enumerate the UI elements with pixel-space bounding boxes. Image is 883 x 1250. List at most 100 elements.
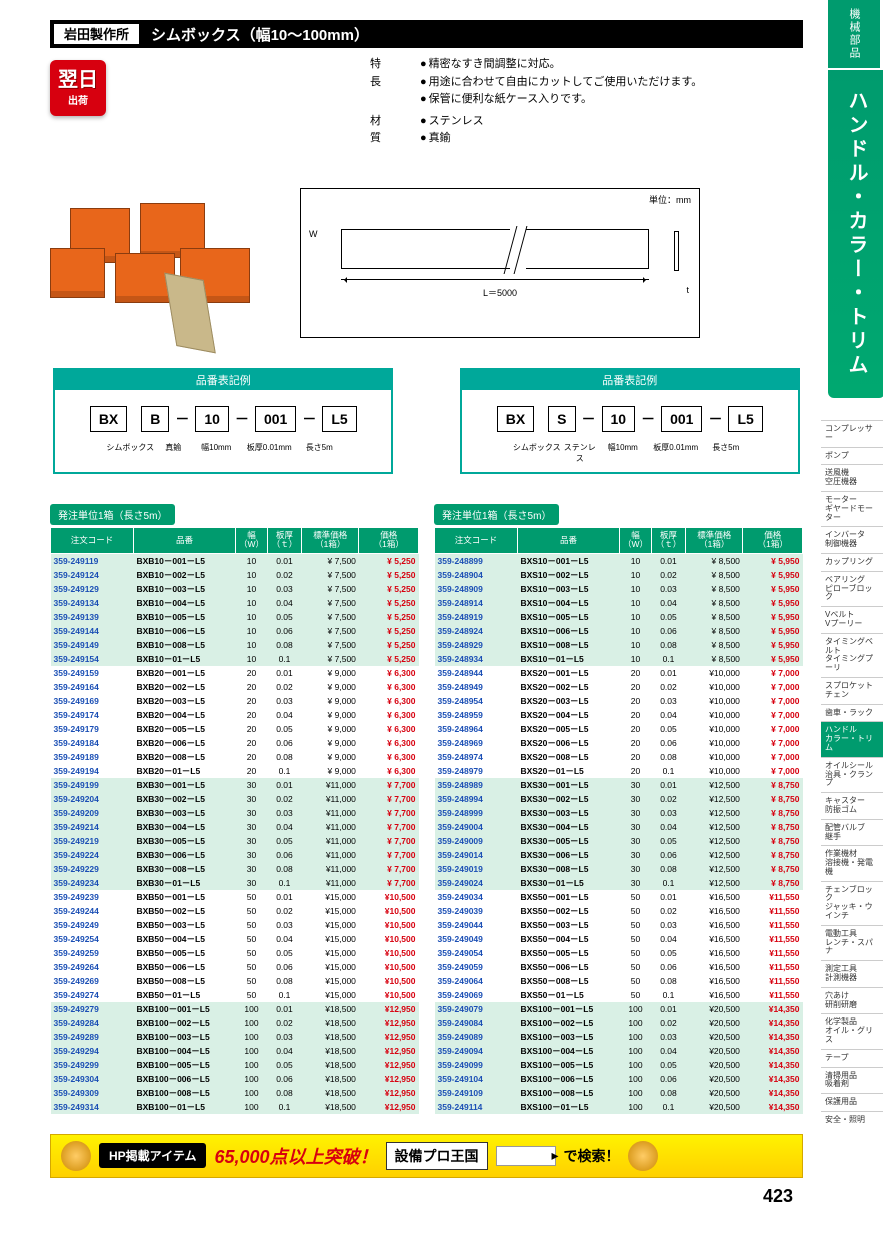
table-row: 359-248954BXS20－003－L5200.03¥10,000¥ 7,0… xyxy=(435,694,803,708)
price-table-brass: 発注単位1箱（長さ5m） 注文コード品番幅（W）板厚（ｔ）標準価格（1箱）価格（… xyxy=(50,504,419,1114)
table-row: 359-249174BXB20－004－L5200.04¥ 9,000¥ 6,3… xyxy=(51,708,419,722)
next-day-ship-badge: 翌日 出荷 xyxy=(50,60,106,116)
table-row: 359-249039BXS50－002－L5500.02¥16,500¥11,5… xyxy=(435,904,803,918)
table-row: 359-249314BXB100－01－L51000.1¥18,500¥12,9… xyxy=(51,1100,419,1114)
table-row: 359-249014BXS30－006－L5300.06¥12,500¥ 8,7… xyxy=(435,848,803,862)
material-label: 材 質 xyxy=(370,113,420,148)
table-row: 359-249009BXS30－005－L5300.05¥12,500¥ 8,7… xyxy=(435,834,803,848)
footer-count: 65,000点以上突破！ xyxy=(214,1143,377,1169)
dimension-diagram: 単位：mm W t L＝5000 xyxy=(300,188,700,338)
footer-banner: HP掲載アイテム 65,000点以上突破！ 設備プロ王国 で検索！ xyxy=(50,1134,803,1178)
table-row: 359-249279BXB100－001－L51000.01¥18,500¥12… xyxy=(51,1002,419,1016)
table-row: 359-249209BXB30－003－L5300.03¥11,000¥ 7,7… xyxy=(51,806,419,820)
table-row: 359-249024BXS30－01－L5300.1¥12,500¥ 8,750 xyxy=(435,876,803,890)
table-row: 359-249184BXB20－006－L5200.06¥ 9,000¥ 6,3… xyxy=(51,736,419,750)
table-row: 359-248949BXS20－002－L5200.02¥10,000¥ 7,0… xyxy=(435,680,803,694)
table-row: 359-249164BXB20－002－L5200.02¥ 9,000¥ 6,3… xyxy=(51,680,419,694)
table-row: 359-249169BXB20－003－L5200.03¥ 9,000¥ 6,3… xyxy=(51,694,419,708)
table-row: 359-248994BXS30－002－L5300.02¥12,500¥ 8,7… xyxy=(435,792,803,806)
table-row: 359-249239BXB50－001－L5500.01¥15,000¥10,5… xyxy=(51,890,419,904)
table-row: 359-248964BXS20－005－L5200.05¥10,000¥ 7,0… xyxy=(435,722,803,736)
mascot-icon xyxy=(61,1141,91,1171)
table-row: 359-249224BXB30－006－L5300.06¥11,000¥ 7,7… xyxy=(51,848,419,862)
table-row: 359-248919BXS10－005－L5100.05¥ 8,500¥ 5,9… xyxy=(435,610,803,624)
table-row: 359-249084BXS100－002－L51000.02¥20,500¥14… xyxy=(435,1016,803,1030)
page-number: 423 xyxy=(50,1186,803,1207)
table-row: 359-249299BXB100－005－L51000.05¥18,500¥12… xyxy=(51,1058,419,1072)
table-row: 359-249129BXB10－003－L5100.03¥ 7,500¥ 5,2… xyxy=(51,582,419,596)
table-row: 359-249134BXB10－004－L5100.04¥ 7,500¥ 5,2… xyxy=(51,596,419,610)
table-row: 359-249104BXS100－006－L51000.06¥20,500¥14… xyxy=(435,1072,803,1086)
product-title: シムボックス（幅10～100mm） xyxy=(143,24,369,45)
table-row: 359-248999BXS30－003－L5300.03¥12,500¥ 8,7… xyxy=(435,806,803,820)
footer-hp-label: HP掲載アイテム xyxy=(99,1143,206,1168)
table-row: 359-249109BXS100－008－L51000.08¥20,500¥14… xyxy=(435,1086,803,1100)
table-row: 359-249194BXB20－01－L5200.1¥ 9,000¥ 6,300 xyxy=(51,764,419,778)
table-row: 359-249304BXB100－006－L51000.06¥18,500¥12… xyxy=(51,1072,419,1086)
table-row: 359-249019BXS30－008－L5300.08¥12,500¥ 8,7… xyxy=(435,862,803,876)
table-row: 359-249139BXB10－005－L5100.05¥ 7,500¥ 5,2… xyxy=(51,610,419,624)
table-row: 359-248914BXS10－004－L5100.04¥ 8,500¥ 5,9… xyxy=(435,596,803,610)
table-row: 359-249089BXS100－003－L51000.03¥20,500¥14… xyxy=(435,1030,803,1044)
table-row: 359-249244BXB50－002－L5500.02¥15,000¥10,5… xyxy=(51,904,419,918)
table-row: 359-249249BXB50－003－L5500.03¥15,000¥10,5… xyxy=(51,918,419,932)
brand-label: 岩田製作所 xyxy=(53,23,140,45)
table-row: 359-249289BXB100－003－L51000.03¥18,500¥12… xyxy=(51,1030,419,1044)
table-row: 359-249114BXS100－01－L51000.1¥20,500¥14,3… xyxy=(435,1100,803,1114)
table-row: 359-249219BXB30－005－L5300.05¥11,000¥ 7,7… xyxy=(51,834,419,848)
table-row: 359-249234BXB30－01－L5300.1¥11,000¥ 7,700 xyxy=(51,876,419,890)
table-row: 359-249059BXS50－006－L5500.06¥16,500¥11,5… xyxy=(435,960,803,974)
table-row: 359-248899BXS10－001－L5100.01¥ 8,500¥ 5,9… xyxy=(435,553,803,568)
table-row: 359-249229BXB30－008－L5300.08¥11,000¥ 7,7… xyxy=(51,862,419,876)
table-row: 359-249259BXB50－005－L5500.05¥15,000¥10,5… xyxy=(51,946,419,960)
table-row: 359-249264BXB50－006－L5500.06¥15,000¥10,5… xyxy=(51,960,419,974)
table-row: 359-249034BXS50－001－L5500.01¥16,500¥11,5… xyxy=(435,890,803,904)
footer-site: 設備プロ王国 xyxy=(386,1142,488,1170)
table-row: 359-249189BXB20－008－L5200.08¥ 9,000¥ 6,3… xyxy=(51,750,419,764)
table-row: 359-249079BXS100－001－L51000.01¥20,500¥14… xyxy=(435,1002,803,1016)
part-notation-stainless: 品番表記例 BXS－10－001－L5 シムボックスステンレス幅10mm板厚0.… xyxy=(460,368,800,474)
table-row: 359-248944BXS20－001－L5200.01¥10,000¥ 7,0… xyxy=(435,666,803,680)
mascot-icon xyxy=(628,1141,658,1171)
table-row: 359-249294BXB100－004－L51000.04¥18,500¥12… xyxy=(51,1044,419,1058)
table-row: 359-248989BXS30－001－L5300.01¥12,500¥ 8,7… xyxy=(435,778,803,792)
product-image xyxy=(50,178,280,348)
table-row: 359-249284BXB100－002－L51000.02¥18,500¥12… xyxy=(51,1016,419,1030)
table-row: 359-248904BXS10－002－L5100.02¥ 8,500¥ 5,9… xyxy=(435,568,803,582)
table-row: 359-249044BXS50－003－L5500.03¥16,500¥11,5… xyxy=(435,918,803,932)
table-row: 359-248974BXS20－008－L5200.08¥10,000¥ 7,0… xyxy=(435,750,803,764)
table-row: 359-249309BXB100－008－L51000.08¥18,500¥12… xyxy=(51,1086,419,1100)
table-row: 359-249274BXB50－01－L5500.1¥15,000¥10,500 xyxy=(51,988,419,1002)
footer-search-label: で検索！ xyxy=(564,1146,620,1166)
title-bar: 岩田製作所 シムボックス（幅10～100mm） xyxy=(50,20,803,48)
price-table-stainless: 発注単位1箱（長さ5m） 注文コード品番幅（W）板厚（ｔ）標準価格（1箱）価格（… xyxy=(434,504,803,1114)
table-row: 359-249124BXB10－002－L5100.02¥ 7,500¥ 5,2… xyxy=(51,568,419,582)
table-row: 359-248909BXS10－003－L5100.03¥ 8,500¥ 5,9… xyxy=(435,582,803,596)
table-row: 359-249094BXS100－004－L51000.04¥20,500¥14… xyxy=(435,1044,803,1058)
search-box-icon xyxy=(496,1146,556,1166)
table-row: 359-249069BXS50－01－L5500.1¥16,500¥11,550 xyxy=(435,988,803,1002)
table-row: 359-249159BXB20－001－L5200.01¥ 9,000¥ 6,3… xyxy=(51,666,419,680)
table-row: 359-249149BXB10－008－L5100.08¥ 7,500¥ 5,2… xyxy=(51,638,419,652)
part-notation-brass: 品番表記例 BXB－10－001－L5 シムボックス真鍮幅10mm板厚0.01m… xyxy=(53,368,393,474)
table-row: 359-249144BXB10－006－L5100.06¥ 7,500¥ 5,2… xyxy=(51,624,419,638)
table-row: 359-248959BXS20－004－L5200.04¥10,000¥ 7,0… xyxy=(435,708,803,722)
table-row: 359-248929BXS10－008－L5100.08¥ 8,500¥ 5,9… xyxy=(435,638,803,652)
features-label: 特 長 xyxy=(370,56,420,109)
table-row: 359-248969BXS20－006－L5200.06¥10,000¥ 7,0… xyxy=(435,736,803,750)
table-row: 359-249049BXS50－004－L5500.04¥16,500¥11,5… xyxy=(435,932,803,946)
table-row: 359-249154BXB10－01－L5100.1¥ 7,500¥ 5,250 xyxy=(51,652,419,666)
table-row: 359-249214BXB30－004－L5300.04¥11,000¥ 7,7… xyxy=(51,820,419,834)
spec-block: 特 長 精密なすき間調整に対応。用途に合わせて自由にカットしてご使用いただけます… xyxy=(370,56,803,148)
table-row: 359-249004BXS30－004－L5300.04¥12,500¥ 8,7… xyxy=(435,820,803,834)
table-row: 359-249199BXB30－001－L5300.01¥11,000¥ 7,7… xyxy=(51,778,419,792)
table-row: 359-248924BXS10－006－L5100.06¥ 8,500¥ 5,9… xyxy=(435,624,803,638)
table-row: 359-249099BXS100－005－L51000.05¥20,500¥14… xyxy=(435,1058,803,1072)
table-row: 359-248979BXS20－01－L5200.1¥10,000¥ 7,000 xyxy=(435,764,803,778)
table-row: 359-249179BXB20－005－L5200.05¥ 9,000¥ 6,3… xyxy=(51,722,419,736)
table-row: 359-249064BXS50－008－L5500.08¥16,500¥11,5… xyxy=(435,974,803,988)
table-row: 359-249054BXS50－005－L5500.05¥16,500¥11,5… xyxy=(435,946,803,960)
table-row: 359-249269BXB50－008－L5500.08¥15,000¥10,5… xyxy=(51,974,419,988)
table-row: 359-249204BXB30－002－L5300.02¥11,000¥ 7,7… xyxy=(51,792,419,806)
table-row: 359-248934BXS10－01－L5100.1¥ 8,500¥ 5,950 xyxy=(435,652,803,666)
